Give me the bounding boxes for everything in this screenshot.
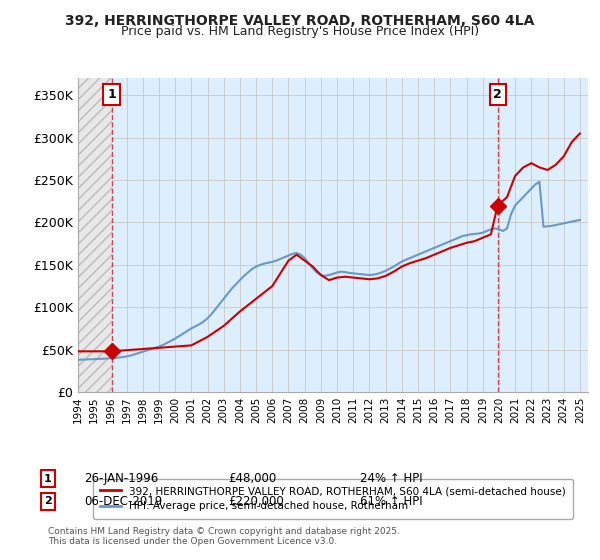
Text: 1: 1 <box>44 474 52 484</box>
Text: 2: 2 <box>44 496 52 506</box>
Text: 26-JAN-1996: 26-JAN-1996 <box>84 472 158 486</box>
Text: Contains HM Land Registry data © Crown copyright and database right 2025.
This d: Contains HM Land Registry data © Crown c… <box>48 526 400 546</box>
Text: 392, HERRINGTHORPE VALLEY ROAD, ROTHERHAM, S60 4LA: 392, HERRINGTHORPE VALLEY ROAD, ROTHERHA… <box>65 14 535 28</box>
Text: 06-DEC-2019: 06-DEC-2019 <box>84 494 162 508</box>
Text: £220,000: £220,000 <box>228 494 284 508</box>
Text: Price paid vs. HM Land Registry's House Price Index (HPI): Price paid vs. HM Land Registry's House … <box>121 25 479 38</box>
Text: £48,000: £48,000 <box>228 472 276 486</box>
Text: 1: 1 <box>107 88 116 101</box>
Text: 24% ↑ HPI: 24% ↑ HPI <box>360 472 422 486</box>
Text: 61% ↑ HPI: 61% ↑ HPI <box>360 494 422 508</box>
Text: 2: 2 <box>493 88 502 101</box>
Legend: 392, HERRINGTHORPE VALLEY ROAD, ROTHERHAM, S60 4LA (semi-detached house), HPI: A: 392, HERRINGTHORPE VALLEY ROAD, ROTHERHA… <box>93 479 573 519</box>
